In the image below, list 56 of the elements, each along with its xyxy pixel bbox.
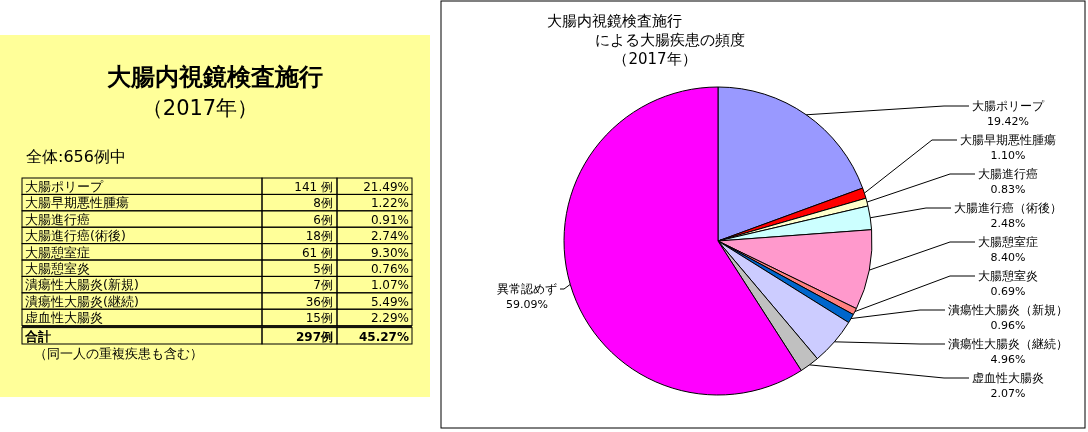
slice-label: 異常認めず: [497, 282, 557, 296]
text: 0.91%: [370, 212, 409, 227]
text: 大腸内視鏡検査施行: [107, 63, 323, 91]
text: 297例: [295, 329, 333, 344]
category-label: 大腸進行癌(術後): [25, 228, 126, 244]
category-label: 大腸進行癌: [25, 211, 90, 227]
data-label: 2.48%: [990, 217, 1026, 230]
text: 45.27%: [359, 329, 409, 344]
slice-label: 大腸憩室炎: [978, 269, 1038, 283]
category-label: 大腸憩室症: [25, 244, 90, 260]
slice-label: 虚血性大腸炎: [972, 371, 1044, 385]
text: 36例: [305, 294, 333, 309]
data-label: 19.42%: [987, 115, 1029, 128]
data-label: 2.07%: [990, 387, 1026, 400]
category-label: 大腸ポリープ: [25, 179, 104, 194]
text: 6例: [313, 212, 333, 227]
text: 8例: [313, 196, 333, 211]
chart-subtitle: （2017年）: [613, 50, 697, 68]
text: 0.76%: [370, 262, 409, 276]
data-label: 8.40%: [990, 251, 1026, 264]
text: 15例: [305, 311, 333, 326]
data-label: 0.96%: [990, 319, 1026, 332]
text: 全体:656例中: [26, 147, 126, 166]
text: （同一人の重複疾患も含む）: [34, 346, 203, 361]
category-label: 大腸憩室炎: [25, 261, 90, 276]
data-label: 59.09%: [506, 298, 548, 311]
slice-label: 大腸進行癌（術後）: [954, 201, 1062, 215]
category-label: 合計: [24, 328, 51, 344]
slice-label: 大腸進行癌: [978, 167, 1038, 181]
slice-label: 大腸早期悪性腫瘍: [960, 133, 1056, 147]
data-label: 4.96%: [990, 353, 1026, 366]
text: 9.30%: [370, 245, 409, 260]
slice-label: 大腸憩室症: [978, 235, 1038, 249]
text: 21.49%: [363, 180, 409, 194]
slice-label: 大腸ポリープ: [972, 99, 1045, 113]
text: 1.07%: [370, 278, 409, 293]
category-label: 大腸早期悪性腫瘍: [25, 195, 129, 211]
text: 2.74%: [370, 229, 409, 244]
text: 5例: [313, 262, 333, 276]
category-label: 虚血性大腸炎: [25, 310, 103, 326]
text: 18例: [305, 229, 333, 244]
data-label: 1.10%: [990, 149, 1026, 162]
text: 7例: [313, 278, 333, 293]
text: 2.29%: [370, 311, 409, 326]
data-label: 0.83%: [990, 183, 1026, 196]
data-label: 0.69%: [990, 285, 1026, 298]
category-label: 潰瘍性大腸炎(新規): [25, 277, 139, 293]
slice-label: 潰瘍性大腸炎（継続）: [948, 337, 1068, 351]
chart-title: 大腸内視鏡検査施行による大腸疾患の頻度: [546, 12, 745, 49]
text: 5.49%: [370, 294, 409, 309]
text: 1.22%: [370, 196, 409, 211]
text: 61 例: [301, 245, 333, 260]
text: 141 例: [294, 180, 333, 194]
slice-label: 潰瘍性大腸炎（新規）: [948, 303, 1068, 317]
text: （2017年）: [141, 96, 259, 120]
category-label: 潰瘍性大腸炎(継続): [25, 293, 139, 309]
